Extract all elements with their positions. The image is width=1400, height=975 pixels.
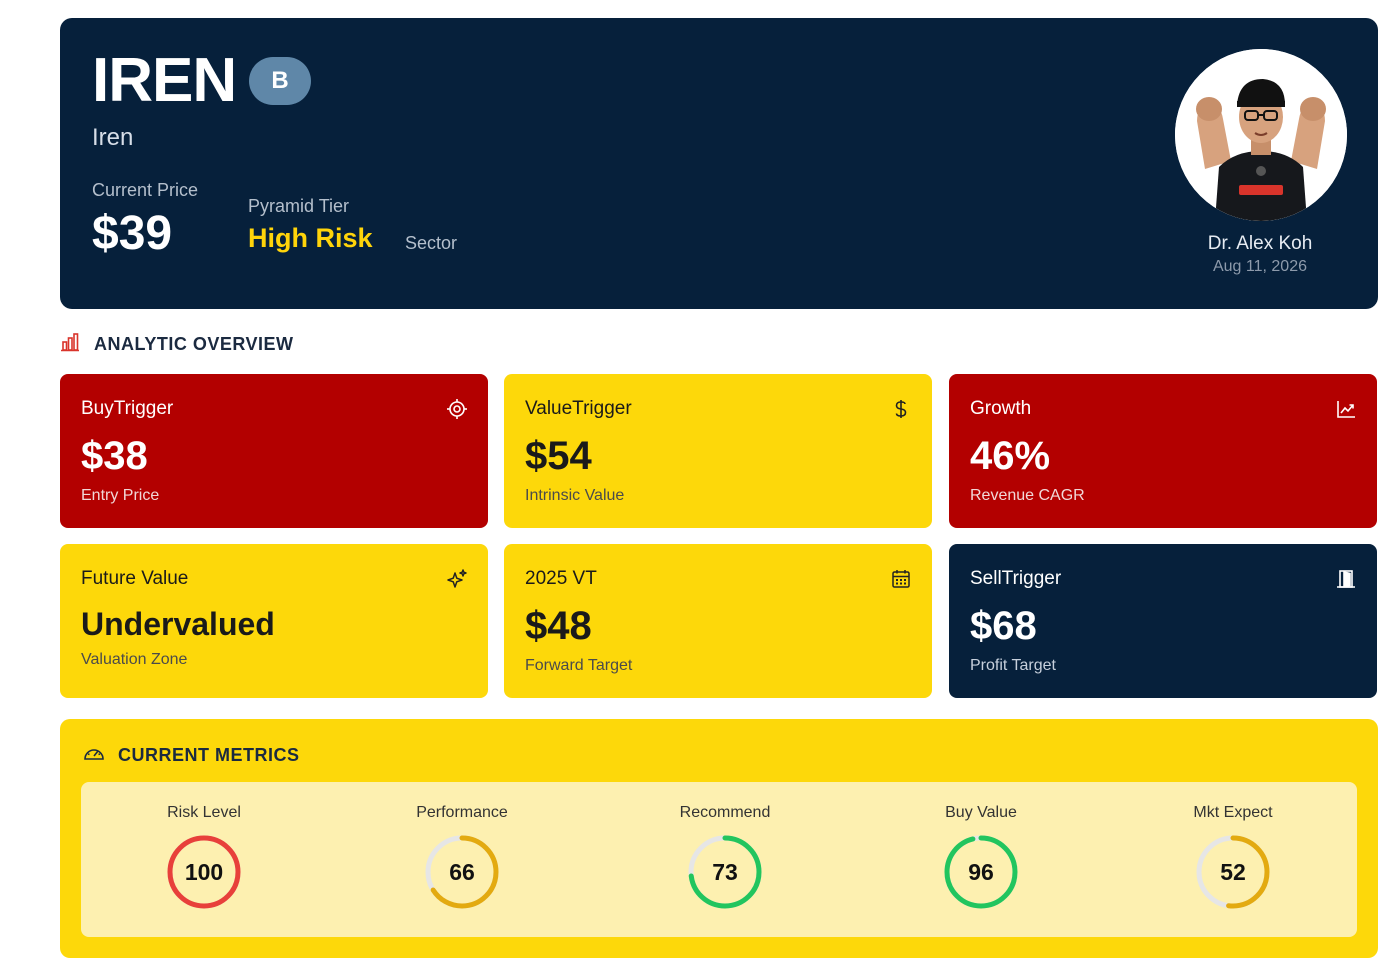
- gauge-label: Risk Level: [167, 804, 241, 821]
- gauge-value: 96: [968, 859, 994, 885]
- gauge-arc: [1196, 835, 1270, 909]
- current-price-value: $39: [92, 207, 173, 260]
- card-value: $54: [525, 434, 592, 478]
- mkt-expect-gauge: Mkt Expect 52: [1153, 804, 1313, 912]
- card-value: Undervalued: [81, 606, 275, 642]
- card-subtitle: Profit Target: [970, 657, 1056, 674]
- growth-card: Growth 46% Revenue CAGR: [949, 374, 1377, 528]
- gauge-label: Mkt Expect: [1193, 804, 1273, 821]
- risk-level-gauge: Risk Level 100: [124, 804, 284, 912]
- gauge-value: 52: [1220, 859, 1246, 885]
- card-value: $48: [525, 604, 592, 648]
- future-value-card: Future Value Undervalued Valuation Zone: [60, 544, 488, 698]
- metrics-title-text: CURRENT METRICS: [118, 745, 300, 765]
- card-value: 46%: [970, 434, 1051, 478]
- sector-label: Sector: [405, 233, 458, 253]
- card-subtitle: Intrinsic Value: [525, 487, 625, 504]
- gauge-label: Recommend: [679, 804, 771, 821]
- analyst-name: Dr. Alex Koh: [1207, 233, 1313, 254]
- gauge-arc: [688, 835, 762, 909]
- gauge-label: Buy Value: [945, 804, 1017, 821]
- gauge-arc: [944, 835, 1018, 909]
- card-subtitle: Forward Target: [525, 657, 633, 674]
- company-name: Iren: [92, 124, 134, 151]
- metrics-gauges: Risk Level 100 Performance 66 Recommend …: [81, 782, 1357, 937]
- card-title: Growth: [970, 398, 1032, 419]
- valuetrigger-card: ValueTrigger $54 Intrinsic Value: [504, 374, 932, 528]
- grade-badge: B: [249, 57, 311, 105]
- card-title: SellTrigger: [970, 568, 1062, 589]
- gauge-arc: [425, 835, 499, 909]
- gauge-value: 66: [449, 859, 475, 885]
- buy-value-gauge: Buy Value 96: [901, 804, 1061, 912]
- card-title: ValueTrigger: [525, 398, 632, 419]
- gauge-value: 100: [185, 859, 223, 885]
- analytic-overview-heading: ANALYTIC OVERVIEW: [60, 332, 294, 357]
- pyramid-tier-value: High Risk: [248, 223, 373, 253]
- bar-chart-icon: [60, 332, 80, 357]
- card-subtitle: Entry Price: [81, 487, 160, 504]
- card-title: 2025 VT: [525, 568, 597, 589]
- target-icon: [446, 398, 468, 420]
- card-subtitle: Valuation Zone: [81, 651, 188, 668]
- recommend-gauge: Recommend 73: [645, 804, 805, 912]
- current-price-label: Current Price: [92, 180, 199, 200]
- card-subtitle: Revenue CAGR: [970, 487, 1085, 504]
- calendar-icon: [890, 568, 912, 590]
- selltrigger-card: SellTrigger $68 Profit Target: [949, 544, 1377, 698]
- dollar-icon: [890, 398, 912, 420]
- 2025-vt-card: 2025 VT $48 Forward Target: [504, 544, 932, 698]
- analyst-avatar: [1175, 49, 1347, 221]
- gauge-label: Performance: [416, 804, 508, 821]
- card-value: $68: [970, 604, 1037, 648]
- ticker-symbol: IREN: [92, 46, 237, 115]
- card-value: $38: [81, 434, 148, 478]
- trend-up-icon: [1335, 398, 1357, 420]
- buytrigger-card: BuyTrigger $38 Entry Price: [60, 374, 488, 528]
- performance-gauge: Performance 66: [382, 804, 542, 912]
- gauge-arc: [167, 835, 241, 909]
- gauge-icon: [82, 743, 106, 768]
- card-title: Future Value: [81, 568, 189, 589]
- sparkle-icon: [446, 568, 468, 590]
- pyramid-tier-label: Pyramid Tier: [248, 196, 350, 216]
- section-title-text: ANALYTIC OVERVIEW: [94, 334, 294, 354]
- door-icon: [1335, 568, 1357, 590]
- analyst-date: Aug 11, 2026: [1212, 258, 1307, 275]
- card-title: BuyTrigger: [81, 398, 174, 419]
- gauge-value: 73: [712, 859, 738, 885]
- current-metrics-heading: CURRENT METRICS: [82, 743, 300, 768]
- current-metrics-panel: CURRENT METRICS Risk Level 100 Performan…: [60, 719, 1378, 958]
- stock-header: IREN B Iren Current Price $39 Pyramid Ti…: [60, 18, 1378, 309]
